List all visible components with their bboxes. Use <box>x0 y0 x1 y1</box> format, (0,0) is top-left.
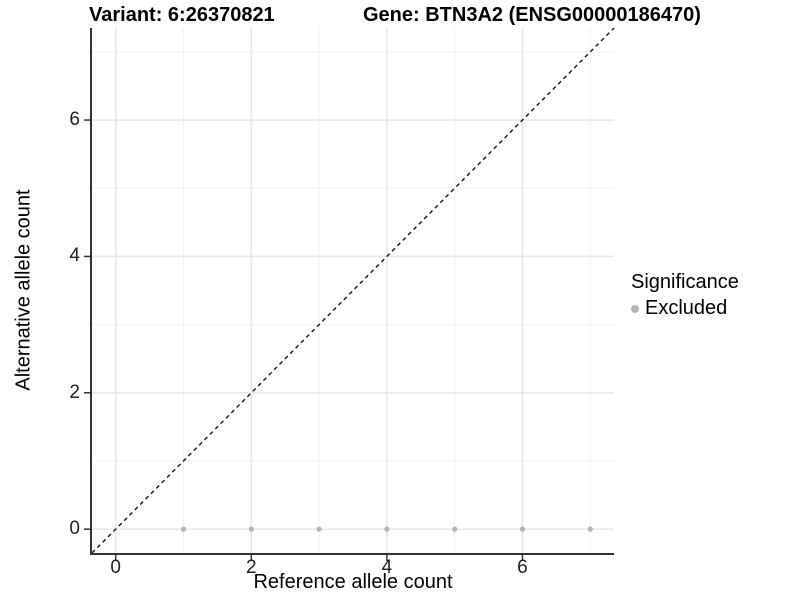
variant-title: Variant: 6:26370821 <box>89 4 275 26</box>
legend: Significance Excluded <box>631 271 739 320</box>
x-axis-title: Reference allele count <box>253 571 453 593</box>
y-tick-label: 0 <box>69 518 80 540</box>
x-tick-label: 4 <box>381 557 393 578</box>
data-point <box>452 526 458 532</box>
gene-title: Gene: BTN3A2 (ENSG00000186470) <box>363 4 701 26</box>
legend-item-excluded: Excluded <box>631 297 739 320</box>
data-point <box>316 526 322 532</box>
x-tick-label: 2 <box>246 557 257 578</box>
identity-dashed-line <box>91 27 615 554</box>
data-point <box>180 526 187 532</box>
data-point <box>248 526 254 532</box>
legend-item-label: Excluded <box>645 297 728 319</box>
y-tick-label: 4 <box>69 245 80 267</box>
excluded-point-icon <box>631 304 639 313</box>
y-tick-label: 2 <box>69 381 80 403</box>
data-point <box>519 526 526 532</box>
data-point <box>384 526 390 532</box>
y-tick-label: 6 <box>69 109 80 131</box>
y-axis-title: Alternative allele count <box>12 189 35 391</box>
x-tick-label: 6 <box>517 557 528 578</box>
legend-title: Significance <box>631 271 739 293</box>
x-tick-label: 0 <box>110 557 121 578</box>
data-point <box>587 526 593 532</box>
